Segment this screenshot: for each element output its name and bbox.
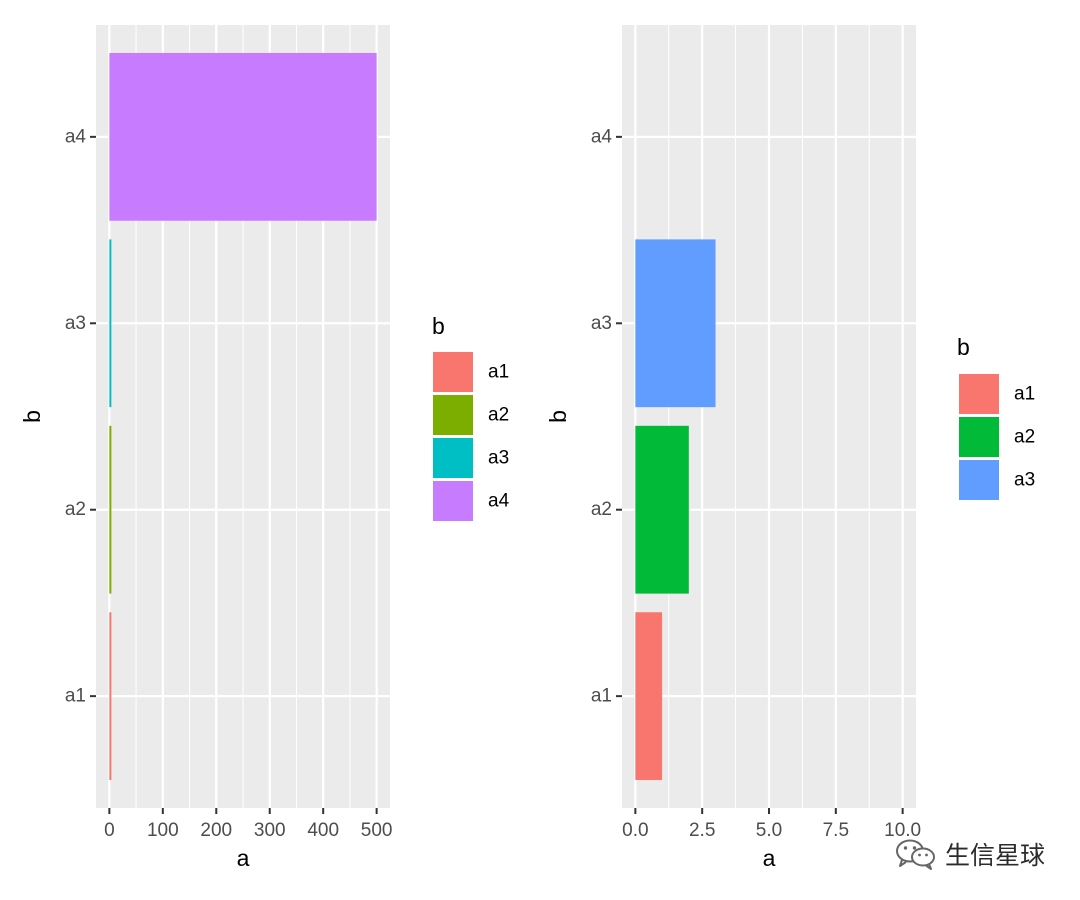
legend-label-a3: a3	[1014, 470, 1035, 491]
legend-label-a1: a1	[488, 362, 509, 383]
legend-key-a2	[959, 417, 999, 457]
x-tick-label: 2.5	[689, 820, 715, 841]
legend-title: b	[432, 313, 445, 339]
y-axis-title: b	[545, 410, 571, 423]
bar-a1	[109, 612, 112, 781]
y-tick-label: a4	[591, 126, 613, 147]
x-tick-label: 0.0	[622, 820, 648, 841]
x-tick-label: 200	[200, 820, 232, 841]
bar-a4	[109, 52, 377, 221]
y-tick-label: a1	[65, 686, 86, 707]
bar-a3	[635, 239, 716, 408]
y-tick-label: a2	[591, 499, 612, 520]
bar-a2	[109, 425, 112, 594]
bar-a3	[109, 239, 112, 408]
x-axis-title: a	[237, 845, 250, 871]
x-tick-label: 0	[104, 820, 115, 841]
y-tick-label: a1	[591, 686, 612, 707]
legend-key-a1	[433, 352, 473, 392]
wechat-icon	[896, 839, 935, 870]
legend-label-a2: a2	[488, 405, 509, 426]
legend-key-a2	[433, 395, 473, 435]
x-tick-label: 300	[254, 820, 286, 841]
bar-a2	[635, 425, 689, 594]
x-tick-label: 400	[307, 820, 339, 841]
y-tick-label: a2	[65, 499, 86, 520]
legend-key-a3	[959, 460, 999, 500]
bar-a1	[635, 612, 663, 781]
watermark-text: 生信星球	[945, 841, 1046, 870]
x-tick-label: 500	[361, 820, 393, 841]
y-tick-label: a3	[65, 313, 86, 334]
legend-label-a2: a2	[1014, 427, 1035, 448]
watermark: 生信星球	[893, 836, 1045, 872]
x-tick-label: 7.5	[823, 820, 849, 841]
legend-title: b	[957, 334, 970, 360]
legend-label-a4: a4	[488, 491, 510, 512]
x-tick-label: 100	[147, 820, 179, 841]
x-tick-label: 10.0	[884, 820, 921, 841]
right-chart: a1 a2 a3 a4 0.0 2.5 5.0 7.5 10.0 a b b a1 a2 a3	[545, 25, 1035, 871]
y-axis-title: b	[19, 410, 45, 423]
y-tick-label: a3	[591, 313, 612, 334]
legend-label-a1: a1	[1014, 384, 1035, 405]
x-axis-title: a	[763, 845, 776, 871]
legend-label-a3: a3	[488, 448, 509, 469]
legend-key-a1	[959, 374, 999, 414]
legend-key-a4	[433, 481, 473, 521]
left-chart: a1 a2 a3 a4 0 100 200 300 400 500 a b b a1 a2 a3 a4	[19, 25, 510, 871]
y-tick-label: a4	[65, 126, 87, 147]
legend-key-a3	[433, 438, 473, 478]
x-tick-label: 5.0	[756, 820, 782, 841]
